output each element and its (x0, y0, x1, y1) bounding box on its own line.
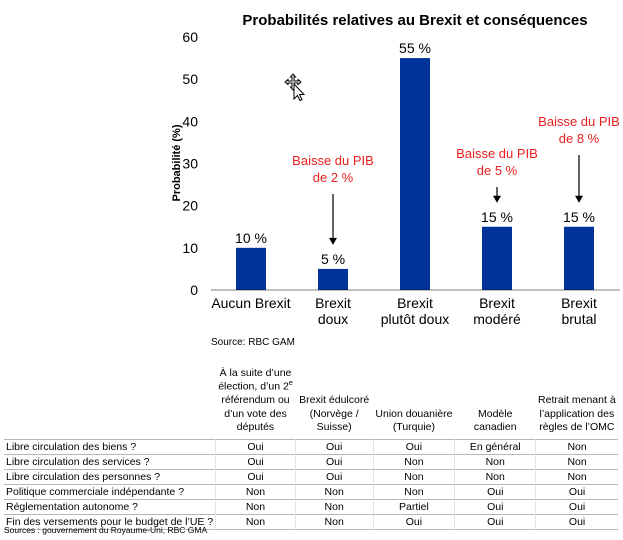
table-cell: Oui (215, 469, 296, 485)
table-cell: Oui (294, 439, 374, 455)
category-label: Brexit (479, 295, 515, 311)
row-label: Politique commerciale indépendante ? (6, 485, 185, 498)
table-row: Libre circulation des personnes ? Oui Oui N… (4, 469, 618, 485)
table-header-empty (4, 365, 216, 439)
table-cell: Oui (454, 484, 536, 500)
table-cell: Non (535, 439, 618, 455)
table-cell: Non (535, 469, 618, 485)
bar-value-label: 15 % (481, 209, 513, 225)
table-cell: Oui (454, 514, 536, 530)
table-header-col-3: Union douanière (Turquie) (375, 407, 453, 434)
chart-title: Probabilités relatives au Brexit et cons… (242, 12, 587, 29)
table-cell: Oui (535, 514, 618, 530)
bar (236, 247, 266, 290)
category-label: Aucun Brexit (211, 295, 290, 311)
annotation-text: Baisse du PIB (538, 114, 620, 129)
table-cell: Non (454, 469, 536, 485)
y-tick-label: 60 (182, 29, 198, 45)
row-label: Libre circulation des biens ? (6, 440, 137, 453)
table-cell: Oui (294, 469, 374, 485)
table-cell: Oui (372, 514, 455, 530)
table-header-col-2: Brexit édulcoré (Norvège / Suisse) (299, 394, 370, 434)
move-cursor-icon (284, 73, 306, 101)
bar (564, 226, 594, 290)
bar-value-label: 15 % (563, 209, 595, 225)
table-header-col-1: À la suite d’une élection, d’un 2e référ… (218, 367, 293, 434)
y-tick-label: 20 (182, 198, 198, 214)
y-tick-label: 40 (182, 113, 198, 129)
annotation-arrowhead (493, 195, 501, 203)
y-tick-label: 50 (182, 71, 198, 87)
table-cell: Oui (372, 439, 455, 455)
table-cell: Non (454, 454, 536, 470)
y-tick-label: 10 (182, 240, 198, 256)
bar-value-label: 55 % (399, 40, 431, 56)
annotation-arrowhead (575, 195, 583, 203)
table-row: Libre circulation des biens ? Oui Oui Oui En… (4, 439, 618, 455)
table-cell: Non (372, 454, 455, 470)
bar-value-label: 10 % (235, 230, 267, 246)
table-cell: Oui (215, 454, 296, 470)
table-row: Réglementation autonome ? Non Non Partiel Ou… (4, 499, 618, 515)
row-label: Réglementation autonome ? (6, 500, 138, 513)
y-tick-label: 30 (182, 156, 198, 172)
category-label: modéré (473, 311, 521, 327)
bar-value-label: 5 % (321, 251, 345, 267)
table-cell: Non (215, 484, 296, 500)
table-header-col-5: Retrait menant à l’application des règle… (538, 394, 616, 434)
table-header-row: À la suite d’une élection, d’un 2e référ… (4, 365, 618, 439)
y-tick-label: 0 (190, 282, 198, 298)
table-row: Libre circulation des services ? Oui Oui No… (4, 454, 618, 470)
category-label: Brexit (315, 295, 351, 311)
table-cell: Oui (535, 484, 618, 500)
table-cell: Oui (535, 499, 618, 515)
annotation-arrowhead (329, 237, 337, 245)
table-footer-sources: Sources : gouvernement du Royaume-Uni, R… (4, 525, 208, 535)
annotation-text: de 8 % (559, 131, 600, 146)
y-axis-label: Probabilité (%) (171, 124, 183, 201)
table-cell: Non (372, 469, 455, 485)
category-label: brutal (561, 311, 596, 327)
chart-source: Source: RBC GAM (211, 337, 295, 348)
annotation-text: de 2 % (313, 170, 354, 185)
table-cell: Oui (454, 499, 536, 515)
annotation-text: Baisse du PIB (292, 153, 374, 168)
row-label: Libre circulation des services ? (6, 455, 150, 468)
category-label: Brexit (397, 295, 433, 311)
table-cell: Non (294, 499, 374, 515)
category-label: plutôt doux (381, 311, 450, 327)
table-header-col-4: Modèle canadien (473, 407, 517, 434)
bar (482, 226, 512, 290)
brexit-scenarios-table: À la suite d’une élection, d’un 2e référ… (4, 365, 618, 530)
table-row: Fin des versements pour le budget de l’U… (4, 514, 618, 530)
table-cell: Non (215, 499, 296, 515)
table-cell: Oui (215, 439, 296, 455)
bar-chart: Probabilités relatives au Brexit et cons… (171, 12, 620, 348)
table-cell: Oui (294, 454, 374, 470)
row-label: Libre circulation des personnes ? (6, 470, 161, 483)
annotation-text: de 5 % (477, 163, 518, 178)
row-label: Fin des versements pour le budget de l’U… (6, 515, 214, 528)
bar (400, 58, 430, 291)
table-row: Politique commerciale indépendante ? Non N… (4, 484, 618, 500)
table-cell: Non (535, 454, 618, 470)
table-cell: Non (294, 514, 374, 530)
table-cell: Partiel (372, 499, 455, 515)
category-label: doux (318, 311, 348, 327)
table-cell: Non (372, 484, 455, 500)
table-cell: En général (454, 439, 536, 455)
bar (318, 268, 348, 290)
table-cell: Non (215, 514, 296, 530)
category-label: Brexit (561, 295, 597, 311)
annotation-text: Baisse du PIB (456, 146, 538, 161)
table-cell: Non (294, 484, 374, 500)
